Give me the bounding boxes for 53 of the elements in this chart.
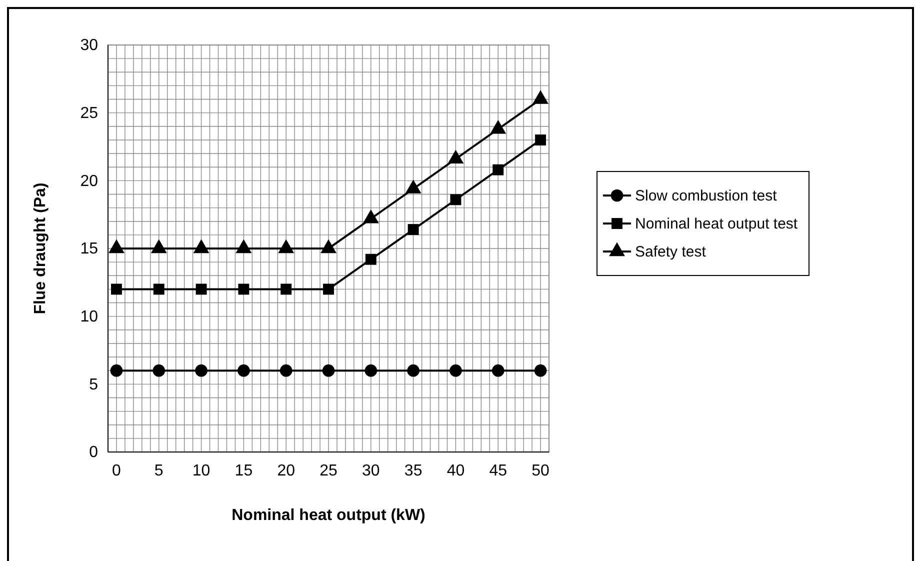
point (152, 364, 166, 377)
point (450, 364, 462, 377)
point (322, 364, 335, 377)
point (110, 364, 123, 377)
point (492, 364, 504, 377)
y-tick-label: 0 (89, 444, 98, 462)
point (320, 239, 336, 254)
y-axis-title: Flue draught (Pa) (32, 182, 49, 314)
y-tick-label: 15 (80, 240, 98, 258)
legend-label: Nominal heat output test (635, 216, 798, 232)
point (408, 224, 419, 235)
point (150, 239, 167, 254)
x-tick-label: 0 (112, 462, 122, 480)
y-tick-label: 25 (80, 104, 98, 122)
point (195, 364, 208, 377)
point (405, 180, 422, 194)
x-tick-label: 40 (446, 462, 465, 480)
point (323, 284, 334, 295)
x-tick-label: 5 (154, 462, 164, 480)
point (153, 284, 164, 295)
x-tick-label: 25 (320, 462, 338, 480)
point (448, 150, 464, 164)
point (238, 284, 250, 295)
point (236, 239, 252, 254)
point (108, 239, 124, 254)
point (193, 239, 210, 254)
point (532, 90, 548, 104)
x-tick-label: 10 (192, 462, 210, 480)
x-tick-label: 20 (277, 462, 296, 480)
y-tick-label: 30 (80, 37, 98, 54)
y-tick-label: 10 (80, 308, 98, 326)
point (280, 364, 292, 377)
point (362, 209, 379, 224)
x-axis-title: Nominal heat output (kW) (232, 507, 426, 524)
point (407, 364, 420, 377)
point (490, 120, 506, 134)
x-tick-label: 50 (532, 462, 550, 480)
point (196, 284, 207, 295)
point (365, 254, 376, 265)
point (364, 364, 378, 377)
x-tick-label: 35 (404, 462, 422, 480)
x-tick-label: 15 (234, 462, 253, 480)
legend-label: Slow combustion test (635, 188, 778, 204)
point (280, 284, 292, 295)
y-tick-label: 5 (89, 376, 98, 394)
legend-label: Safety test (635, 244, 707, 260)
x-tick-label: 30 (362, 462, 380, 480)
point (278, 239, 294, 254)
point (534, 364, 547, 377)
point (111, 284, 122, 295)
x-tick-label: 45 (489, 462, 508, 480)
y-tick-label: 20 (80, 172, 98, 190)
point (238, 364, 250, 377)
